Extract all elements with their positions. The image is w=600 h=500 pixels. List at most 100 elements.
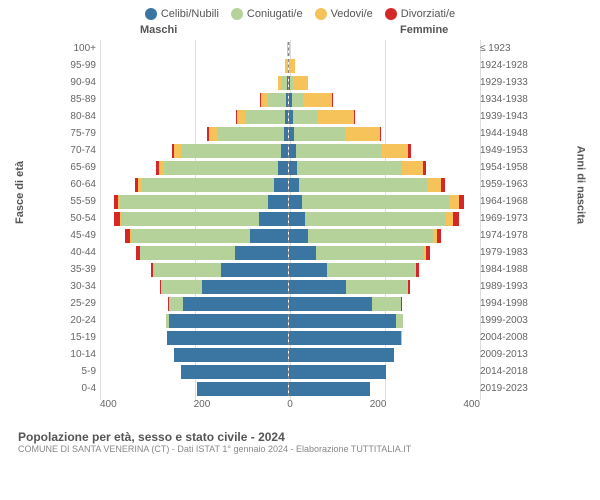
bar-pair — [100, 195, 476, 209]
year-label: 1994-1998 — [476, 298, 540, 309]
bar-male — [100, 314, 289, 328]
age-label: 40-44 — [60, 247, 100, 258]
seg-single — [289, 229, 309, 243]
seg-married — [131, 229, 250, 243]
seg-widowed — [318, 110, 354, 124]
x-axis: 4002000200400 — [100, 399, 480, 410]
bar-male — [100, 178, 289, 192]
age-label: 70-74 — [60, 145, 100, 156]
bar-pair — [100, 382, 476, 396]
x-tick: 200 — [370, 399, 387, 410]
seg-married — [292, 93, 302, 107]
y-axis-left-title: Fasce di età — [14, 161, 26, 224]
seg-married — [181, 144, 281, 158]
bar-male — [100, 195, 289, 209]
year-label: ≤ 1923 — [476, 43, 540, 54]
seg-single — [289, 144, 297, 158]
pyramid-row: 90-941929-1933 — [60, 74, 540, 91]
seg-married — [302, 195, 449, 209]
pyramid-row: 80-841939-1943 — [60, 108, 540, 125]
year-label: 1964-1968 — [476, 196, 540, 207]
pyramid-row: 45-491974-1978 — [60, 227, 540, 244]
bar-pair — [100, 110, 476, 124]
seg-widowed — [381, 144, 409, 158]
bar-pair — [100, 127, 476, 141]
seg-single — [169, 314, 288, 328]
seg-single — [274, 178, 287, 192]
seg-single — [289, 246, 317, 260]
bar-female — [289, 382, 477, 396]
pyramid-row: 5-92014-2018 — [60, 363, 540, 380]
year-label: 1989-1993 — [476, 281, 540, 292]
pyramid-row: 65-691954-1958 — [60, 159, 540, 176]
bar-male — [100, 382, 289, 396]
pyramid-row: 75-791944-1948 — [60, 125, 540, 142]
bar-male — [100, 365, 289, 379]
bar-female — [289, 59, 477, 73]
bar-male — [100, 161, 289, 175]
legend-swatch — [145, 8, 157, 20]
seg-married — [268, 93, 286, 107]
seg-divorced — [426, 246, 430, 260]
seg-single — [183, 297, 288, 311]
seg-single — [259, 212, 288, 226]
year-label: 1999-2003 — [476, 315, 540, 326]
seg-divorced — [408, 144, 410, 158]
seg-single — [289, 212, 305, 226]
rows: 100+≤ 192395-991924-192890-941929-193385… — [60, 40, 540, 397]
seg-widowed — [345, 127, 379, 141]
seg-divorced — [380, 127, 381, 141]
seg-single — [235, 246, 287, 260]
legend-swatch — [385, 8, 397, 20]
seg-single — [181, 365, 287, 379]
bar-pair — [100, 365, 476, 379]
seg-divorced — [401, 297, 402, 311]
seg-single — [281, 144, 288, 158]
seg-widowed — [303, 93, 332, 107]
seg-widowed — [293, 76, 308, 90]
seg-divorced — [423, 161, 426, 175]
bar-pair — [100, 93, 476, 107]
seg-single — [202, 280, 288, 294]
seg-married — [299, 178, 427, 192]
seg-married — [327, 263, 415, 277]
seg-widowed — [289, 59, 295, 73]
age-label: 5-9 — [60, 366, 100, 377]
bar-pair — [100, 42, 476, 56]
pyramid-row: 70-741949-1953 — [60, 142, 540, 159]
age-label: 80-84 — [60, 111, 100, 122]
x-tick: 0 — [287, 399, 293, 410]
bar-female — [289, 263, 477, 277]
seg-widowed — [446, 212, 453, 226]
header-female: Femmine — [400, 24, 448, 36]
bar-pair — [100, 348, 476, 362]
legend-label: Coniugati/e — [247, 8, 303, 20]
bar-female — [289, 110, 477, 124]
year-label: 2009-2013 — [476, 349, 540, 360]
seg-divorced — [459, 195, 465, 209]
age-label: 25-29 — [60, 298, 100, 309]
seg-married — [121, 212, 259, 226]
age-label: 30-34 — [60, 281, 100, 292]
bar-female — [289, 212, 477, 226]
seg-single — [250, 229, 288, 243]
age-label: 75-79 — [60, 128, 100, 139]
seg-single — [287, 76, 288, 90]
seg-married — [316, 246, 424, 260]
legend-label: Vedovi/e — [331, 8, 373, 20]
bar-male — [100, 110, 289, 124]
bar-female — [289, 365, 477, 379]
pyramid-row: 20-241999-2003 — [60, 312, 540, 329]
seg-widowed — [209, 127, 218, 141]
seg-married — [217, 127, 284, 141]
bar-pair — [100, 212, 476, 226]
bar-male — [100, 144, 289, 158]
age-label: 55-59 — [60, 196, 100, 207]
pyramid-row: 40-441979-1983 — [60, 244, 540, 261]
seg-married — [153, 263, 221, 277]
seg-divorced — [437, 229, 442, 243]
bar-pair — [100, 178, 476, 192]
pyramid-row: 30-34 1989-1993 — [60, 278, 540, 295]
seg-divorced — [354, 110, 355, 124]
legend: Celibi/NubiliConiugati/eVedovi/eDivorzia… — [0, 0, 600, 24]
